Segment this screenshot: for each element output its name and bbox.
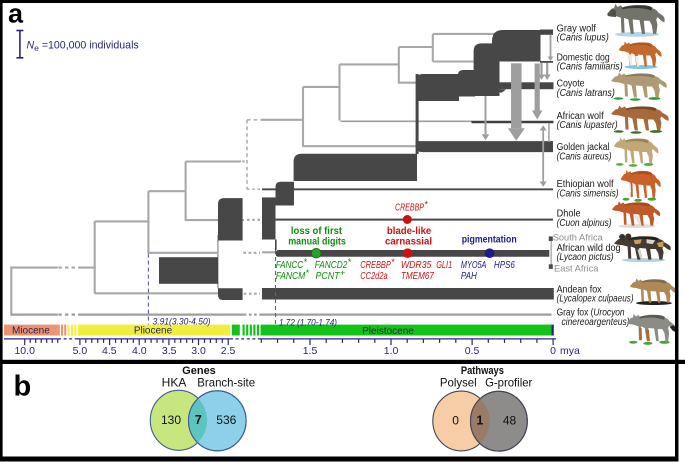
svg-text:CREBBP: CREBBP (395, 203, 424, 214)
svg-text:3.5: 3.5 (162, 345, 177, 357)
svg-text:0: 0 (452, 414, 459, 428)
svg-text:Dhole: Dhole (557, 209, 581, 220)
svg-text:pigmentation: pigmentation (462, 235, 517, 246)
svg-text:+: + (340, 268, 345, 278)
svg-text:East Africa: East Africa (554, 263, 599, 273)
svg-text:Pliocene: Pliocene (134, 326, 173, 337)
svg-text:PAH: PAH (461, 271, 477, 282)
svg-text:48: 48 (503, 414, 517, 428)
svg-text:Gray wolf: Gray wolf (557, 23, 597, 34)
svg-text:manual digits: manual digits (288, 237, 346, 248)
svg-text:(Lycalopex culpaeus): (Lycalopex culpaeus) (557, 294, 634, 305)
svg-text:Ne =100,000 individuals: Ne =100,000 individuals (27, 40, 139, 54)
svg-text:MYO5A: MYO5A (461, 260, 487, 271)
svg-text:cinereoargenteus): cinereoargenteus) (562, 317, 630, 328)
svg-text:blade-like: blade-like (387, 226, 432, 237)
svg-text:loss of first: loss of first (291, 226, 343, 237)
svg-text:mya: mya (560, 345, 580, 357)
svg-text:(Canis simensis): (Canis simensis) (557, 189, 619, 200)
svg-text:(Canis lupaster): (Canis lupaster) (557, 120, 618, 131)
svg-text:FANCD2: FANCD2 (315, 260, 348, 271)
svg-text:South Africa: South Africa (553, 232, 604, 242)
svg-text:(Canis aureus): (Canis aureus) (557, 151, 612, 162)
svg-text:4.0: 4.0 (132, 345, 147, 357)
svg-text:3.91(3.30-4.50): 3.91(3.30-4.50) (153, 317, 211, 328)
svg-text:1.72 (1.70-1.74): 1.72 (1.70-1.74) (279, 318, 337, 329)
svg-text:5.0: 5.0 (73, 345, 88, 357)
svg-text:10.0: 10.0 (14, 345, 35, 357)
svg-text:Genes: Genes (182, 365, 216, 377)
svg-text:7: 7 (195, 413, 202, 427)
svg-text:G-profiler: G-profiler (485, 376, 532, 390)
svg-text:Branch-site: Branch-site (197, 376, 255, 390)
svg-text:*: * (348, 257, 352, 267)
svg-text:HKA: HKA (162, 376, 187, 390)
svg-text:(Canis familiaris): (Canis familiaris) (557, 62, 623, 73)
svg-text:1.5: 1.5 (303, 345, 318, 357)
svg-text:GLI1: GLI1 (436, 260, 452, 271)
svg-text:Pathways: Pathways (461, 365, 504, 377)
svg-text:1.0: 1.0 (384, 345, 399, 357)
svg-text:*: * (425, 200, 429, 210)
svg-text:b: b (14, 371, 32, 403)
svg-text:African wolf: African wolf (557, 111, 604, 122)
svg-text:TMEM67: TMEM67 (401, 271, 434, 282)
svg-text:Andean fox: Andean fox (557, 284, 602, 295)
svg-text:carnassial: carnassial (385, 237, 432, 248)
svg-text:Domestic dog: Domestic dog (557, 52, 610, 63)
svg-text:Pleistocene: Pleistocene (362, 326, 414, 337)
svg-text:*: * (391, 257, 395, 267)
svg-text:Ethiopian wolf: Ethiopian wolf (557, 179, 614, 190)
svg-text:FANCC: FANCC (276, 260, 304, 271)
svg-text:536: 536 (216, 413, 236, 427)
svg-text:a: a (8, 0, 24, 29)
svg-text:(Canis latrans): (Canis latrans) (557, 88, 615, 99)
svg-text:(Cuon alpinus): (Cuon alpinus) (557, 218, 612, 229)
svg-text:*: * (304, 257, 308, 267)
svg-text:130: 130 (161, 413, 181, 427)
svg-text:African wild dog: African wild dog (557, 243, 621, 254)
svg-text:4.5: 4.5 (102, 345, 117, 357)
svg-text:(Lycaon pictus): (Lycaon pictus) (557, 252, 614, 263)
svg-text:HPS6: HPS6 (494, 260, 515, 271)
svg-text:Golden jackal: Golden jackal (557, 142, 610, 153)
svg-text:WDR35: WDR35 (401, 260, 432, 271)
svg-text:Miocene: Miocene (12, 326, 50, 337)
svg-text:1: 1 (476, 414, 483, 428)
svg-text:FANCM: FANCM (276, 271, 306, 282)
svg-text:Gray fox (Urocyon: Gray fox (Urocyon (557, 308, 625, 319)
svg-text:*: * (306, 268, 310, 278)
svg-text:CC2d2a: CC2d2a (360, 271, 388, 282)
svg-text:0: 0 (550, 345, 556, 357)
svg-text:CREBBP: CREBBP (360, 260, 391, 271)
svg-text:3.0: 3.0 (191, 345, 206, 357)
svg-text:Coyote: Coyote (557, 79, 585, 90)
svg-text:0.5: 0.5 (465, 345, 480, 357)
svg-text:2.5: 2.5 (221, 345, 236, 357)
svg-text:(Canis lupus): (Canis lupus) (557, 33, 609, 44)
svg-text:Polysel: Polysel (440, 376, 477, 390)
svg-text:PCNT: PCNT (316, 271, 341, 282)
